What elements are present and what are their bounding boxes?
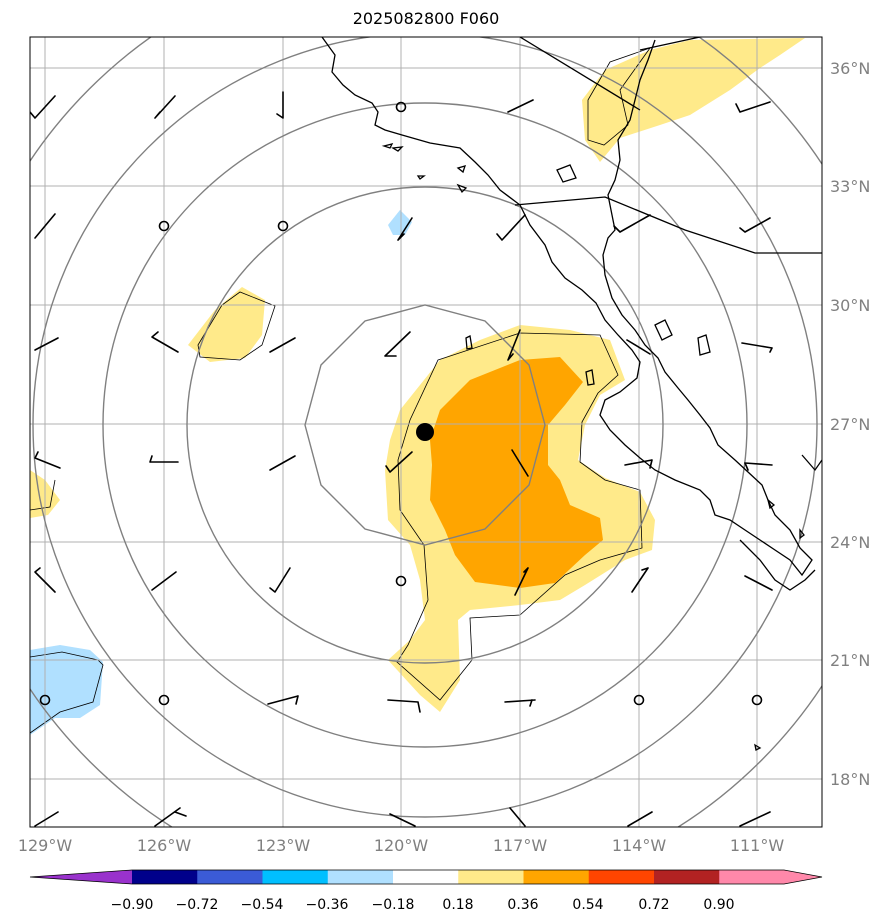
colorbar-cell	[327, 870, 394, 884]
colorbar-label: −0.36	[306, 897, 349, 913]
lon-label: 114°W	[612, 836, 667, 855]
lat-label: 21°N	[830, 651, 870, 670]
colorbar-labels: −0.90 −0.72 −0.54 −0.36 −0.18 0.18 0.36 …	[111, 897, 735, 913]
colorbar-cell	[262, 870, 329, 884]
lat-label: 27°N	[830, 415, 870, 434]
colorbar-extend-left	[30, 870, 132, 884]
lat-label: 18°N	[830, 770, 870, 789]
colorbar-cells	[30, 870, 822, 884]
colorbar-label: −0.90	[111, 897, 154, 913]
map-title: 2025082800 F060	[352, 9, 500, 28]
lon-label: 117°W	[493, 836, 548, 855]
colorbar-label: 0.54	[572, 897, 603, 913]
coastlines	[321, 37, 822, 751]
colorbar-cell	[458, 870, 524, 884]
lat-label: 24°N	[830, 533, 870, 552]
colorbar-label: 0.36	[507, 897, 538, 913]
field-orange	[430, 357, 603, 588]
colorbar-cell	[197, 870, 263, 884]
field-yellow-north	[582, 38, 805, 162]
borders	[514, 37, 822, 254]
lon-tick-labels: 129°W 126°W 123°W 120°W 117°W 114°W 111°…	[18, 836, 785, 855]
colorbar-cell	[588, 870, 655, 884]
field-contours	[30, 47, 652, 734]
colorbar: −0.90 −0.72 −0.54 −0.36 −0.18 0.18 0.36 …	[29, 869, 823, 913]
colorbar-label: −0.72	[176, 897, 219, 913]
map-area	[30, 37, 822, 827]
field-yellow-west	[188, 287, 265, 362]
colorbar-cell	[523, 870, 590, 884]
colorbar-label: 0.72	[638, 897, 669, 913]
map-frame	[29, 36, 823, 828]
field-blue-south	[30, 645, 103, 735]
storm-center-marker	[416, 423, 434, 441]
lat-label: 30°N	[830, 296, 870, 315]
colorbar-cell	[132, 870, 198, 884]
lat-label: 36°N	[830, 59, 870, 78]
range-rings	[30, 37, 822, 827]
lon-label: 111°W	[730, 836, 785, 855]
lat-label: 33°N	[830, 177, 870, 196]
lon-label: 120°W	[374, 836, 429, 855]
colorbar-cell	[654, 870, 720, 884]
wind-barbs	[30, 91, 773, 827]
lon-label: 129°W	[18, 836, 73, 855]
colorbar-label: −0.18	[372, 897, 415, 913]
colorbar-label: −0.54	[241, 897, 284, 913]
colorbar-outline	[29, 869, 823, 885]
colorbar-label: 0.18	[442, 897, 473, 913]
colorbar-extend-right	[784, 870, 822, 884]
colorbar-cell	[719, 870, 785, 884]
lon-label: 123°W	[256, 836, 311, 855]
lon-label: 126°W	[137, 836, 192, 855]
colorbar-cell	[393, 870, 459, 884]
colorbar-label: 0.90	[703, 897, 734, 913]
lat-tick-labels: 36°N 33°N 30°N 27°N 24°N 21°N 18°N	[830, 59, 870, 789]
graticule	[30, 37, 822, 827]
calm-circles	[39, 101, 763, 706]
